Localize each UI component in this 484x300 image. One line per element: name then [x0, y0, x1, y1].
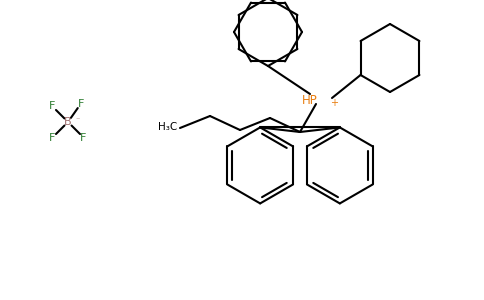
Text: F: F: [77, 99, 84, 109]
Text: F: F: [49, 133, 56, 142]
Text: F: F: [80, 133, 87, 142]
Text: HP: HP: [302, 94, 318, 106]
Text: H₃C: H₃C: [158, 122, 177, 132]
Text: +: +: [330, 98, 338, 108]
Text: B: B: [64, 117, 72, 127]
Text: F: F: [49, 101, 56, 111]
Text: ⁻: ⁻: [75, 116, 79, 124]
